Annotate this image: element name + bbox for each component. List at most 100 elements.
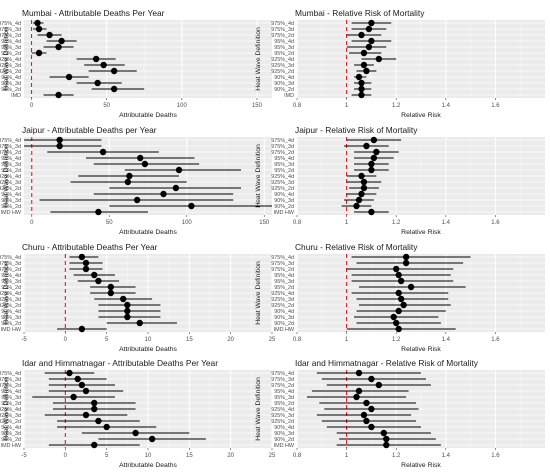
data-point [110,85,118,93]
y-tick-label: 90%_4d [274,75,294,81]
y-tick-label: 975%_3d [0,144,21,150]
y-tick-label: 925%_4d [0,57,21,63]
data-point [370,136,378,144]
data-point [383,441,390,449]
y-tick-label: IMD HW [1,210,22,216]
x-tick-label: 1.2 [392,337,401,343]
y-tick-label: 925%_4d [271,57,294,63]
y-tick-label: 90%_3d [1,81,21,87]
y-tick-label: IMD [11,93,21,99]
chart-panel: Jaipur - Attributable Deaths per Year 0 50… [0,125,272,236]
data-point [368,405,375,413]
data-point [95,208,102,216]
y-tick-label: IMD HW [274,210,295,216]
y-tick-label: 975%_3d [0,27,21,33]
y-axis-title: Heat Wave Definition [255,27,262,91]
data-point [395,325,402,333]
data-point [74,375,81,383]
y-tick-label: 975%_2d [271,33,294,39]
data-point [126,172,133,180]
x-tick-label: 0.8 [293,220,302,226]
chart-panel: Idar and Himmatnagar - Relative Risk of … [255,358,545,469]
y-axis-title: Heat Wave Definition [3,27,10,91]
y-tick-label: 925%_4d [271,291,294,297]
data-point [395,307,402,315]
y-tick-label: 90%_2d [1,437,21,443]
y-tick-label: 90%_3d [274,431,294,437]
y-tick-label: 925%_2d [271,69,294,75]
y-tick-label: 925%_3d [0,413,21,419]
data-point [160,190,167,198]
y-tick-label: 95%_2d [274,51,294,57]
data-point [360,411,368,419]
chart-panel: Idar and Himmatnagar - Attributable Deat… [0,358,276,469]
data-point [107,283,115,291]
x-tick-label: 5 [105,453,109,459]
data-point [360,61,368,69]
y-tick-label: 975%_4d [0,21,21,27]
data-point [175,166,183,174]
x-tick-label: 1.2 [392,453,401,459]
data-point [355,387,363,395]
data-point [358,85,365,93]
x-tick-label: 1.4 [442,337,451,343]
x-axis-label: Relative Risk [401,229,441,236]
chart-panel: Jaipur - Relative Risk of Mortality 0.8 1 1… [255,125,545,236]
chart-title: Jaipur - Relative Risk of Mortality [295,125,418,135]
data-point [390,313,397,321]
data-point [172,184,180,192]
y-tick-label: IMD HW [1,327,22,333]
x-axis-label: Relative Risk [401,112,441,119]
y-tick-label: 90%_3d [1,198,21,204]
data-point [92,55,100,63]
data-point [124,178,132,186]
data-point [120,295,127,303]
x-tick-label: 1.6 [491,103,500,109]
data-point [35,25,43,33]
data-point [133,196,141,204]
data-point [99,148,107,156]
data-point [358,172,365,180]
y-tick-label: 925%_2d [271,419,294,425]
y-tick-label: 975%_4d [271,21,294,27]
x-tick-label: 0 [64,453,68,459]
y-tick-label: 975%_3d [271,27,294,33]
y-tick-label: 975%_2d [0,383,21,389]
data-point [395,289,402,297]
data-point [124,301,131,309]
y-tick-label: 975%_3d [271,144,294,150]
y-tick-label: 925%_4d [0,291,21,297]
y-tick-label: 90%_4d [274,309,294,315]
x-tick-label: 1.6 [491,453,500,459]
y-tick-label: 95%_3d [1,279,21,285]
y-tick-label: 90%_2d [1,87,21,93]
data-point [368,160,375,168]
x-tick-label: 1.6 [491,337,500,343]
y-tick-label: 95%_4d [1,389,21,395]
y-tick-label: 95%_2d [274,285,294,291]
data-point [78,325,86,333]
y-axis-title: Heat Wave Definition [3,261,10,325]
chart-panel: Mumbai - Attributable Deaths Per Year 0 50… [0,8,272,119]
data-point [355,73,363,81]
y-tick-label: 90%_4d [1,192,21,198]
x-tick-label: 100 [182,220,193,226]
y-tick-label: 975%_2d [0,33,21,39]
y-tick-label: 95%_3d [1,45,21,51]
data-point [66,369,73,377]
y-tick-label: 975%_4d [0,255,21,261]
y-tick-label: 90%_4d [1,309,21,315]
chart-title: Idar and Himmatnagar - Relative Risk of … [295,358,479,368]
y-tick-label: 90%_2d [274,321,294,327]
y-tick-label: 975%_3d [0,261,21,267]
y-tick-label: 95%_2d [1,168,21,174]
data-point [363,67,370,75]
x-tick-label: 1.4 [442,103,451,109]
y-tick-label: 95%_2d [274,168,294,174]
x-axis-label: Attributable Deaths [119,229,177,236]
data-point [402,259,410,267]
data-point [358,91,365,99]
data-point [78,381,86,389]
data-point [363,399,370,407]
y-tick-label: 925%_3d [0,63,21,69]
